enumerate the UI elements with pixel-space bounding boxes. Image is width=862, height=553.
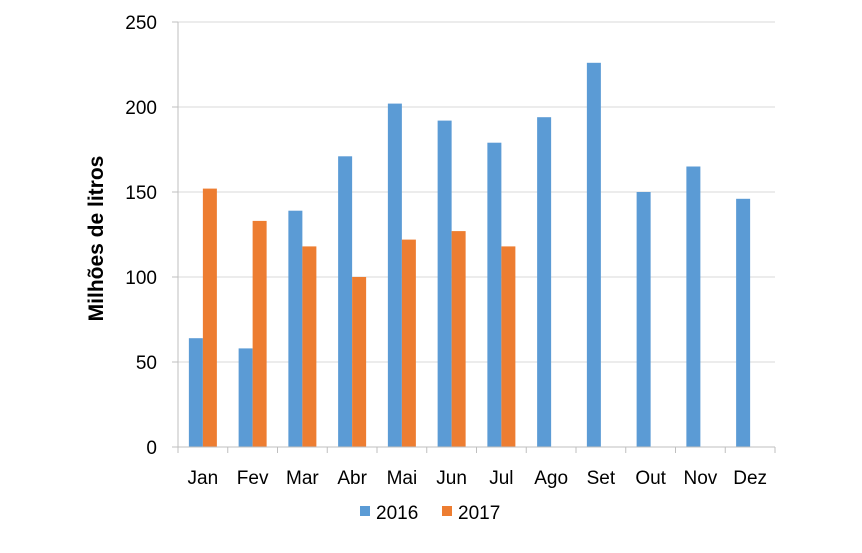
bar-2016-Out [636, 192, 651, 447]
x-tick-label: Jan [188, 468, 219, 489]
x-tick-label: Abr [337, 468, 367, 489]
x-tick-label: Set [587, 468, 616, 489]
bar-2016-Jul [487, 142, 502, 447]
bar-2017-Jan [202, 188, 217, 447]
legend-swatch-2016 [360, 506, 370, 516]
y-axis-ticks: 0 50 100 150 200 250 [125, 13, 178, 459]
x-tick-label: Ago [534, 468, 568, 489]
x-tick-label: Mar [286, 468, 319, 489]
x-tick-label: Mai [387, 468, 418, 489]
x-tick-label: Jul [489, 468, 513, 489]
bar-2016-Abr [338, 156, 353, 448]
y-tick-label: 50 [136, 353, 157, 374]
legend-swatch-2017 [442, 506, 452, 516]
legend-label-2017: 2017 [458, 503, 500, 524]
legend-label-2016: 2016 [376, 503, 418, 524]
bar-2017-Mar [302, 246, 317, 447]
y-tick-label: 100 [125, 268, 157, 289]
bar-2016-Set [586, 62, 601, 448]
y-tick-label: 200 [125, 98, 157, 119]
bar-2016-Fev [238, 348, 253, 447]
bar-2016-Dez [736, 198, 751, 447]
bar-2016-Jan [188, 338, 203, 447]
x-tick-label: Dez [733, 468, 767, 489]
y-axis-title: Milhões de litros [85, 156, 108, 322]
bar-2017-Jul [501, 246, 516, 447]
bar-2017-Jun [451, 231, 466, 447]
bar-2016-Ago [537, 117, 552, 447]
x-tick-label: Fev [237, 468, 269, 489]
bar-2016-Nov [686, 166, 701, 447]
bar-2016-Mar [288, 210, 303, 447]
legend: 2016 2017 [360, 503, 500, 524]
bar-2017-Fev [252, 220, 267, 447]
x-tick-label: Jun [436, 468, 467, 489]
bar-2017-Mai [401, 239, 416, 447]
bars [188, 62, 751, 448]
x-tick-label: Out [635, 468, 666, 489]
y-tick-label: 250 [125, 13, 157, 34]
gridlines [178, 21, 775, 363]
bar-2016-Jun [437, 120, 452, 447]
bar-2017-Abr [352, 277, 367, 447]
x-axis-ticks: Jan Fev Mar Abr Mai Jun Jul Ago Set Out Nov Dez [177, 447, 776, 489]
y-tick-label: 0 [146, 438, 157, 459]
y-tick-label: 150 [125, 183, 157, 204]
x-tick-label: Nov [683, 468, 717, 489]
bar-2016-Mai [387, 103, 402, 447]
